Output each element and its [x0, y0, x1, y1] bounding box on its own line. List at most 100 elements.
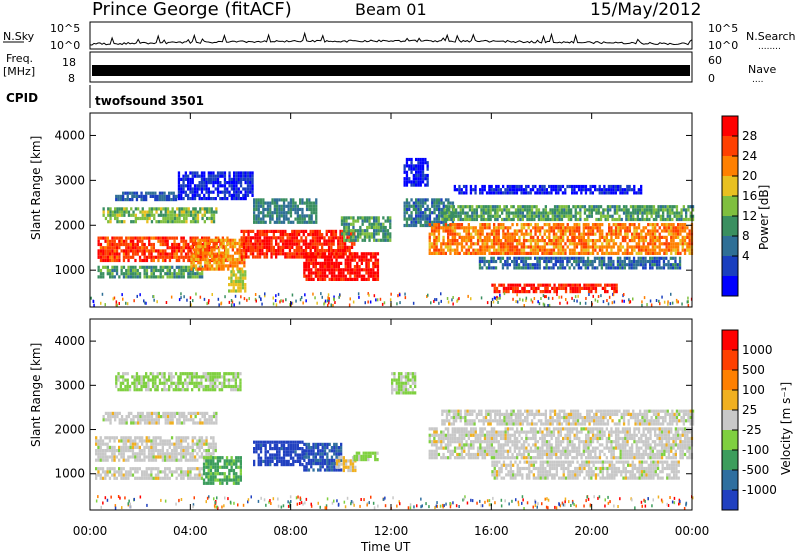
data-cell: [194, 254, 198, 258]
data-cell: [292, 198, 295, 202]
data-cell: [610, 184, 613, 189]
data-cell: [280, 198, 283, 202]
data-cell: [316, 233, 319, 237]
data-cell: [203, 181, 206, 185]
data-cell: [484, 211, 488, 215]
data-cell: [235, 197, 238, 201]
data-cell: [177, 442, 181, 446]
data-cell: [587, 290, 591, 294]
data-cell: [408, 180, 411, 184]
data-cell: [205, 442, 208, 446]
data-cell: [524, 266, 528, 270]
data-cell: [237, 171, 240, 175]
data-cell: [444, 251, 447, 255]
data-cell: [352, 229, 355, 233]
data-cell: [312, 252, 315, 256]
data-cell: [502, 223, 505, 227]
data-cell: [310, 271, 313, 275]
data-cell: [667, 232, 671, 236]
data-cell: [525, 191, 528, 195]
data-cell: [580, 232, 583, 236]
data-cell: [221, 197, 224, 201]
data-cell: [683, 229, 687, 233]
data-cell: [284, 255, 287, 259]
data-cell: [187, 268, 190, 273]
data-cell: [137, 207, 140, 211]
data-cell: [643, 296, 646, 300]
data-cell: [410, 211, 413, 215]
data-cell: [312, 277, 315, 281]
data-cell: [234, 279, 238, 283]
data-cell: [280, 220, 283, 224]
data-cell: [474, 184, 477, 189]
data-cell: [576, 290, 579, 294]
data-cell: [582, 256, 585, 260]
data-cell: [97, 249, 100, 253]
data-cell: [234, 264, 237, 268]
data-cell: [154, 436, 158, 440]
data-cell: [237, 190, 240, 194]
data-cell: [658, 248, 661, 252]
data-cell: [210, 442, 213, 446]
data-cell: [642, 259, 645, 264]
data-cell: [239, 289, 242, 293]
data-cell: [238, 251, 241, 255]
data-cell: [272, 252, 275, 256]
data-cell: [148, 249, 151, 253]
data-cell: [92, 300, 95, 303]
data-cell: [682, 217, 685, 222]
data-cell: [212, 442, 215, 446]
data-cell: [372, 271, 375, 275]
data-cell: [210, 452, 213, 456]
data-cell: [472, 251, 475, 255]
data-cell: [536, 245, 539, 249]
data-cell: [173, 268, 176, 273]
data-cell: [490, 251, 493, 255]
data-cell: [674, 266, 677, 270]
data-cell: [635, 242, 638, 246]
data-cell: [577, 259, 580, 264]
data-cell: [303, 255, 306, 259]
data-cell: [662, 256, 666, 260]
data-cell: [212, 213, 216, 217]
data-cell: [655, 217, 658, 222]
data-cell: [319, 261, 322, 265]
data-cell: [258, 252, 262, 256]
data-cell: [237, 187, 240, 191]
data-cell: [165, 301, 168, 304]
data-cell: [608, 295, 611, 299]
data-cell: [228, 171, 231, 175]
data-cell: [122, 255, 126, 259]
data-cell: [173, 455, 176, 459]
data-cell: [201, 267, 205, 271]
data-cell: [426, 207, 429, 212]
data-cell: [610, 248, 613, 252]
data-cell: [356, 238, 360, 242]
data-cell: [518, 188, 521, 192]
data-cell: [619, 266, 622, 270]
data-cell: [361, 222, 364, 226]
data-cell: [658, 245, 661, 249]
data-cell: [376, 252, 380, 256]
data-cell: [118, 470, 121, 474]
data-cell: [253, 217, 256, 221]
data-cell: [488, 226, 491, 230]
data-cell: [633, 226, 636, 230]
data-cell: [544, 295, 546, 299]
data-cell: [662, 205, 665, 209]
data-cell: [305, 265, 308, 269]
nave-label: Nave: [748, 63, 776, 76]
data-cell: [473, 217, 476, 222]
data-cell: [172, 191, 175, 195]
data-cell: [281, 236, 285, 240]
data-cell: [668, 208, 672, 212]
data-cell: [145, 275, 149, 279]
data-cell: [182, 190, 185, 194]
data-cell: [626, 229, 629, 233]
data-cell: [191, 449, 194, 453]
data-cell: [244, 283, 247, 287]
data-cell: [556, 214, 559, 218]
data-cell: [166, 210, 170, 214]
data-cell: [127, 272, 130, 276]
